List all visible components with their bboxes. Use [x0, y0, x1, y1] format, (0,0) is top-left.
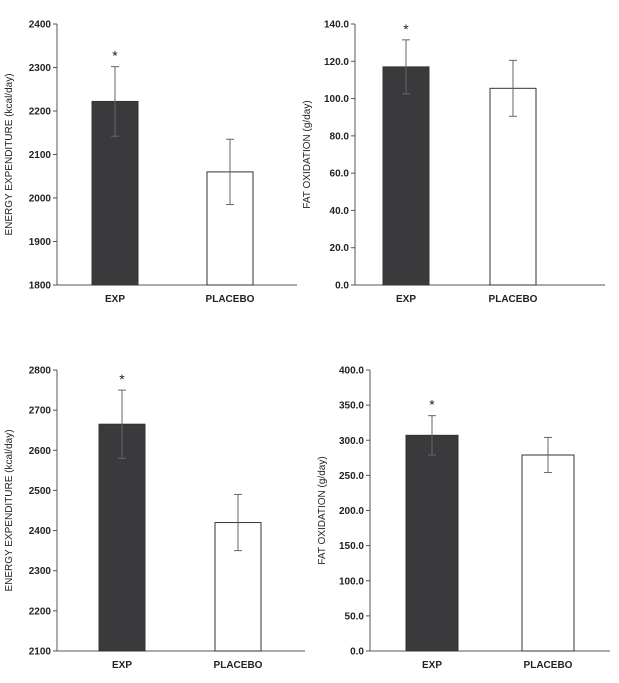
y-tick-label: 2100 — [29, 647, 52, 658]
y-tick-label: 140.0 — [324, 20, 349, 31]
y-tick-label: 2100 — [29, 150, 52, 161]
y-tick-label: 2000 — [29, 194, 52, 205]
y-tick-label: 0.0 — [350, 647, 364, 658]
y-axis-label: FAT OXIDATION (g/day) — [302, 100, 313, 208]
y-tick-label: 0.0 — [335, 281, 349, 292]
y-tick-label: 2600 — [29, 446, 52, 457]
x-category-label: PLACEBO — [524, 660, 573, 671]
y-axis-label: ENERGY EXPENDITURE (kcal/day) — [4, 429, 15, 591]
y-tick-label: 40.0 — [330, 206, 350, 217]
y-tick-label: 2400 — [29, 526, 52, 537]
x-category-label: EXP — [396, 294, 416, 305]
y-tick-label: 250.0 — [339, 471, 364, 482]
x-category-label: EXP — [105, 294, 125, 305]
y-tick-label: 2700 — [29, 406, 52, 417]
y-tick-label: 150.0 — [339, 541, 364, 552]
y-tick-label: 1800 — [29, 281, 52, 292]
y-tick-label: 50.0 — [345, 611, 365, 622]
y-tick-label: 2300 — [29, 566, 52, 577]
y-tick-label: 300.0 — [339, 436, 364, 447]
y-tick-label: 20.0 — [330, 243, 350, 254]
x-category-label: PLACEBO — [489, 294, 538, 305]
y-tick-label: 200.0 — [339, 506, 364, 517]
chart-panel-4: 0.0 50.0 100.0 150.0 200.0 250.0 300.0 350.0 400… — [317, 366, 610, 671]
y-tick-label: 100.0 — [339, 576, 364, 587]
bar-exp — [382, 66, 430, 286]
significance-marker: * — [112, 48, 118, 64]
chart-panel-3: 2100 2200 2300 2400 2500 2600 2700 2800 ENERGY E… — [4, 366, 305, 671]
significance-marker: * — [429, 397, 435, 413]
bar-exp — [405, 434, 459, 652]
bar-placebo — [489, 87, 537, 286]
y-axis-label: ENERGY EXPENDITURE (kcal/day) — [4, 73, 15, 235]
y-tick-label: 2500 — [29, 486, 52, 497]
y-tick-label: 350.0 — [339, 401, 364, 412]
bar-placebo — [521, 454, 575, 652]
y-tick-label: 2200 — [29, 107, 52, 118]
y-tick-label: 2400 — [29, 20, 52, 31]
x-category-label: EXP — [422, 660, 442, 671]
y-tick-label: 1900 — [29, 237, 52, 248]
y-tick-label: 100.0 — [324, 94, 349, 105]
y-tick-label: 2200 — [29, 606, 52, 617]
significance-marker: * — [403, 21, 409, 37]
y-tick-label: 80.0 — [330, 131, 350, 142]
y-tick-label: 60.0 — [330, 169, 350, 180]
y-tick-label: 2800 — [29, 366, 52, 377]
significance-marker: * — [119, 371, 125, 387]
y-tick-label: 2300 — [29, 63, 52, 74]
chart-panel-1: 1800 1900 2000 2100 2200 2300 2400 ENERGY EXPEN… — [4, 20, 297, 305]
x-category-label: PLACEBO — [214, 660, 263, 671]
chart-panel-2: 0.0 20.0 40.0 60.0 80.0 100.0 120.0 140.0 FAT OX… — [302, 20, 605, 305]
bar-exp — [98, 423, 146, 652]
y-axis-label: FAT OXIDATION (g/day) — [317, 456, 328, 564]
y-tick-label: 120.0 — [324, 57, 349, 68]
x-category-label: EXP — [112, 660, 132, 671]
y-tick-label: 400.0 — [339, 366, 364, 377]
x-category-label: PLACEBO — [206, 294, 255, 305]
